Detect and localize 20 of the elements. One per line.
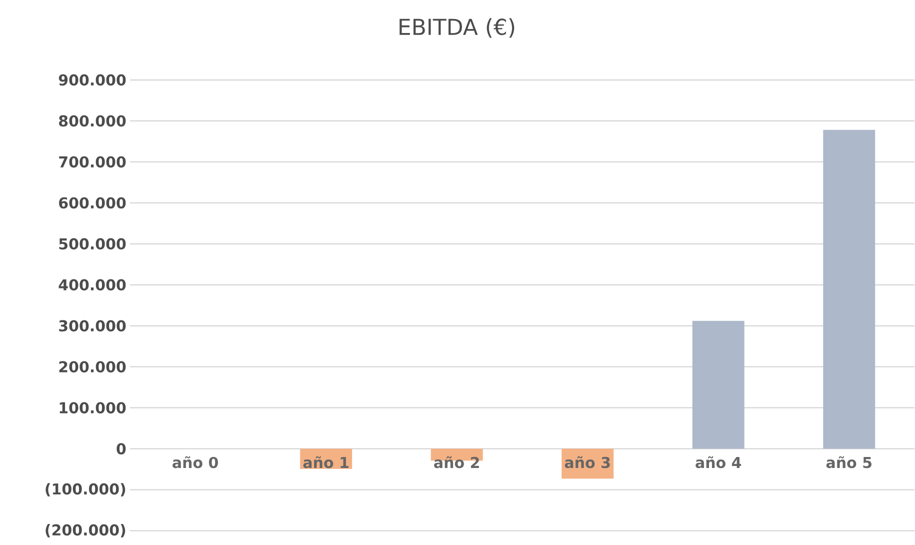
y-tick-label: 900.000 <box>58 74 126 86</box>
y-tick-label: 400.000 <box>58 279 126 291</box>
y-tick-label: 100.000 <box>60 402 126 414</box>
y-tick-label: 200.000 <box>59 361 126 373</box>
chart-title: EBITDA (€) <box>400 18 514 38</box>
y-tick-label: (200.000) <box>46 524 126 538</box>
y-tick-label: 800.000 <box>59 115 126 127</box>
x-tick-label: año 3 <box>564 456 610 468</box>
y-tick-label: 500.000 <box>59 238 126 250</box>
y-tick-label: 0 <box>116 443 126 455</box>
x-tick-label: año 1 <box>303 456 348 468</box>
y-tick-label: 300.000 <box>59 320 126 332</box>
bar <box>823 130 876 449</box>
x-tick-label: año 0 <box>172 456 218 468</box>
x-tick-label: año 4 <box>696 456 742 468</box>
y-tick-label: 600.000 <box>59 197 126 209</box>
bar <box>692 321 744 449</box>
x-tick-label: año 5 <box>826 456 872 468</box>
y-tick-label: 700.000 <box>59 156 126 168</box>
y-tick-label: (100.000) <box>46 483 126 497</box>
